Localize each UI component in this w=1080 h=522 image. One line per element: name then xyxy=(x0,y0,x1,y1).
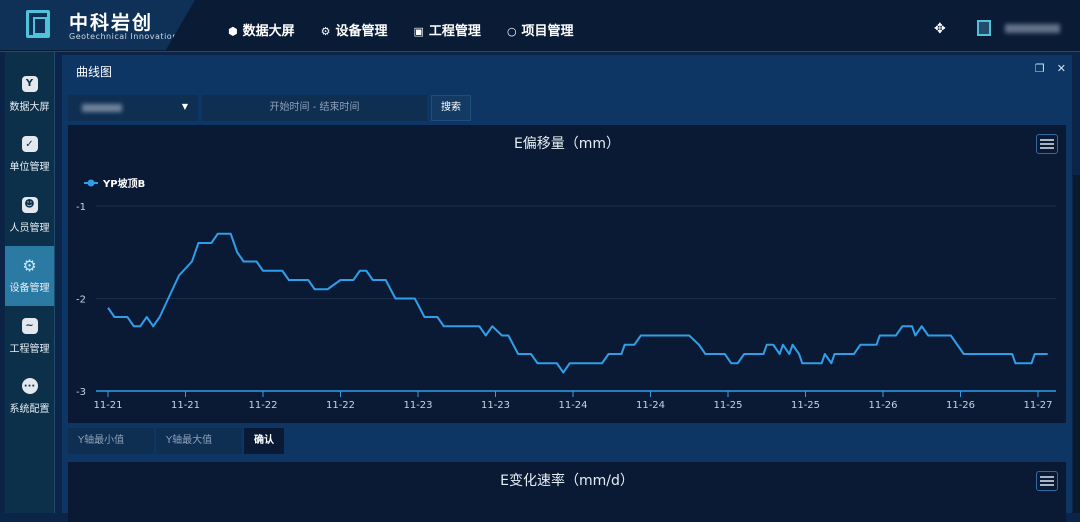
x-tick-label: 11-21 xyxy=(93,400,122,411)
calendar-check-icon: ✓ xyxy=(21,136,38,153)
y-max-input[interactable]: Y轴最大值 xyxy=(156,428,242,454)
chart-menu-button[interactable] xyxy=(1036,471,1058,491)
x-tick-label: 11-26 xyxy=(946,400,975,411)
confirm-button[interactable]: 确认 xyxy=(244,428,284,454)
y-tick-label: -2 xyxy=(76,295,86,306)
avatar[interactable] xyxy=(977,20,991,36)
selected-value-blurred xyxy=(82,104,122,112)
sidebar-item-device-management[interactable]: ⚙ 设备管理 xyxy=(5,245,54,306)
offset-chart: -1 -2 -3 11-21 11-21 11-22 11-22 11-23 11-23 11-2… xyxy=(76,177,1056,411)
x-tick-label: 11-26 xyxy=(868,400,897,411)
legend-label: YP坡顶B xyxy=(102,177,145,190)
device-select[interactable]: ▼ xyxy=(68,95,198,121)
nav-project-engineering[interactable]: ▣ 工程管理 xyxy=(413,24,481,39)
nav-project-management[interactable]: ○ 项目管理 xyxy=(506,24,574,39)
sidebar-item-engineering[interactable]: ~ 工程管理 xyxy=(5,306,54,367)
chart-menu-button[interactable] xyxy=(1036,134,1058,154)
legend-marker xyxy=(87,179,95,187)
top-nav: ⬢ 数据大屏 ⚙ 设备管理 ▣ 工程管理 ○ 项目管理 xyxy=(228,20,574,39)
chart-card-rate: E变化速率（mm/d） xyxy=(68,462,1066,522)
more-icon: ··· xyxy=(21,378,38,395)
x-tick-label: 11-21 xyxy=(171,400,200,411)
sidebar-item-unit-management[interactable]: ✓ 单位管理 xyxy=(5,125,54,186)
sidebar-item-data-screen[interactable]: Y 数据大屏 xyxy=(5,64,54,125)
fullscreen-icon[interactable]: ✥ xyxy=(934,21,946,37)
brand-subtitle: Geotechnical Innovation xyxy=(69,32,178,41)
y-tick-label: -3 xyxy=(76,387,86,398)
gear-icon: ⚙ xyxy=(320,25,331,38)
x-tick-label: 11-25 xyxy=(791,400,820,411)
brand-name: 中科岩创 xyxy=(69,12,154,34)
restore-window-icon[interactable]: ❐ xyxy=(1034,62,1045,75)
chart-title: E变化速率（mm/d） xyxy=(500,473,634,489)
x-tick-label: 11-22 xyxy=(248,400,277,411)
x-tick-label: 11-22 xyxy=(326,400,355,411)
panel-title: 曲线图 xyxy=(76,65,113,79)
nav-data-screen[interactable]: ⬢ 数据大屏 xyxy=(228,24,295,39)
circle-icon: ○ xyxy=(506,25,517,38)
person-card-icon: ☻ xyxy=(21,196,38,213)
x-tick-label: 11-23 xyxy=(481,400,510,411)
top-bar: 中科岩创 Geotechnical Innovation ⬢ 数据大屏 ⚙ 设备管理… xyxy=(0,0,1080,52)
chart-monitor-icon: ▣ xyxy=(413,25,424,38)
sidebar: Y 数据大屏 ✓ 单位管理 ☻ 人员管理 ⚙ 设备管理 ~ 工程管理 ··· 系统配置 xyxy=(5,52,55,513)
cube-icon: Y xyxy=(21,75,38,92)
close-icon[interactable]: ✕ xyxy=(1056,62,1066,75)
brand: 中科岩创 Geotechnical Innovation xyxy=(0,0,195,50)
gear-icon: ⚙ xyxy=(22,255,37,275)
x-tick-label: 11-24 xyxy=(558,400,587,411)
logo-icon xyxy=(26,10,50,38)
search-button[interactable]: 搜索 xyxy=(431,95,471,121)
series-line xyxy=(107,232,1048,374)
x-tick-label: 11-24 xyxy=(636,400,665,411)
user-name-blurred[interactable] xyxy=(1005,24,1060,33)
chart-card-offset: E偏移量（mm） -1 -2 -3 11-21 11-21 11-22 11-22 11-23… xyxy=(68,125,1066,423)
x-tick-label: 11-25 xyxy=(713,400,742,411)
y-min-input[interactable]: Y轴最小值 xyxy=(68,428,154,454)
x-tick-label: 11-23 xyxy=(403,400,432,411)
cube-icon: ⬢ xyxy=(228,25,238,38)
curve-panel: 曲线图 ❐ ✕ ▼ 开始时间 - 结束时间 搜索 E偏移量（mm） -1 -2 -3 1… xyxy=(62,55,1072,522)
scrollbar[interactable] xyxy=(1073,175,1080,513)
chart-title: E偏移量（mm） xyxy=(513,136,621,152)
chart-monitor-icon: ~ xyxy=(21,317,38,334)
y-tick-label: -1 xyxy=(76,202,86,213)
chevron-down-icon: ▼ xyxy=(181,102,188,111)
sidebar-item-personnel[interactable]: ☻ 人员管理 xyxy=(5,185,54,246)
sidebar-item-system-config[interactable]: ··· 系统配置 xyxy=(5,367,54,428)
x-tick-label: 11-27 xyxy=(1023,400,1052,411)
nav-device-management[interactable]: ⚙ 设备管理 xyxy=(320,24,388,39)
date-range-input[interactable]: 开始时间 - 结束时间 xyxy=(202,95,427,121)
